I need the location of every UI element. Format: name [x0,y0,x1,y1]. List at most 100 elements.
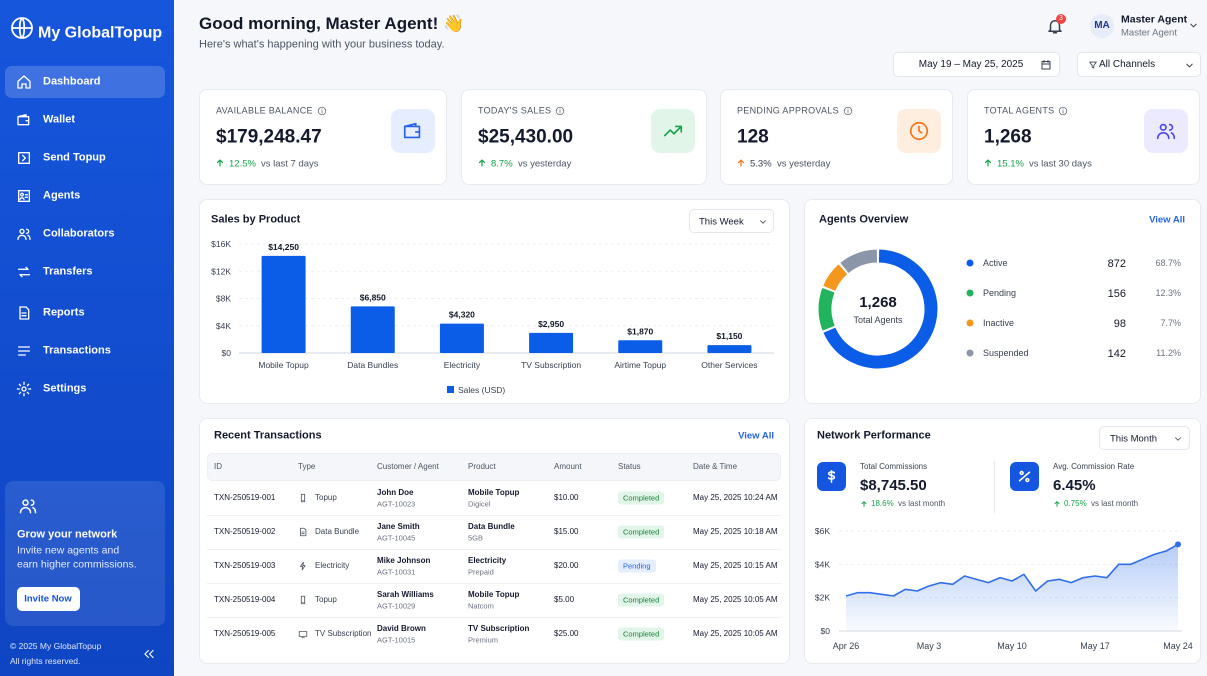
nav-item[interactable]: Agents [43,189,81,202]
nav-item[interactable]: Dashboard [43,75,101,88]
invite-button[interactable]: Invite Now [17,587,80,611]
kpi-label: TOTAL AGENTS [984,105,1055,116]
table-title: Recent Transactions [214,429,322,442]
metric-divider [994,461,995,513]
nav-item[interactable]: Transfers [43,265,93,278]
product-name: TV Subscription [468,624,530,634]
channel-chevron-path [1186,63,1193,68]
donut-segment [823,249,938,369]
metric-period: vs last month [1091,499,1139,509]
nav-icon-path [18,190,30,202]
x-tick-label: May 17 [1080,641,1110,651]
product-detail: Prepaid [468,567,494,577]
kpi-icon-path [910,121,928,141]
product-detail: Premium [468,635,499,645]
customer-name: Mike Johnson [377,556,431,566]
nav-icon [19,306,30,320]
column-header: Date & Time [693,462,738,472]
kpi-icon [403,122,421,139]
filter-text: This Month [1110,433,1157,445]
channel-select[interactable]: All Channels [1077,52,1201,77]
nav-icon-path [16,381,32,397]
metric-icon [827,470,836,483]
month-filter[interactable]: This Month [1099,426,1190,450]
legend-share: 11.2% [1156,348,1181,358]
info-icon [843,106,853,116]
info-icon-path [317,106,327,116]
kpi-icon [663,125,683,137]
view-all-link[interactable]: View All [738,430,774,442]
nav-item[interactable]: Collaborators [43,227,115,240]
date-range[interactable]: May 19 – May 25, 2025 [893,52,1060,77]
metric-change: 0.75% [1064,499,1087,509]
x-tick-label: Apr 26 [833,641,860,651]
product-detail: Natcom [468,601,494,611]
amount: $20.00 [554,561,579,571]
network-card: Network Performance This Month Total Commi… [804,418,1201,664]
kpi-change: 15.1% [997,158,1024,170]
nav-active-bg [5,66,165,98]
customer-name: Sarah Williams [377,590,434,600]
status-pill: Completed [618,627,665,641]
status-pill: Pending [618,559,656,573]
sidebar: My GlobalTopup Dashboard Wallet Send Topup A… [0,0,174,676]
txn-type: Topup [315,595,337,605]
nav-item[interactable]: Wallet [43,113,75,126]
kpi-label: PENDING APPROVALS [737,105,839,116]
kpi-value: 128 [737,126,769,148]
amount: $10.00 [554,493,579,503]
legend-name: Pending [983,288,1016,298]
product-detail: Digicel [468,499,491,509]
user-name: Master Agent [1121,13,1188,26]
nav-item[interactable]: Send Topup [43,151,106,164]
agent-id: AGT-10045 [377,533,416,543]
metric-change: 18.6% [871,499,894,509]
view-all-link[interactable]: View All [1149,214,1185,226]
nav-item[interactable]: Settings [43,382,87,395]
legend-value: 156 [1108,288,1126,300]
txn-date: May 25, 2025 10:15 AM [693,561,778,571]
x-tick-label: Mobile Topup [258,360,309,370]
greeting-subtitle: Here's what's happening with your busine… [199,38,445,51]
filter-chevron-path [760,220,766,224]
kpi-icon-path [1156,123,1176,140]
kpi-period: vs last 30 days [1029,158,1092,170]
txn-id: TXN-250519-001 [214,493,276,503]
chart-title: Agents Overview [819,213,909,226]
row-divider [207,617,781,618]
trend-arrow-path [216,159,224,167]
trend-arrow [737,159,745,167]
legend-share: 12.3% [1155,288,1181,298]
legend-value: 142 [1108,348,1126,360]
agent-id: AGT-10015 [377,635,416,645]
metric-icon [1018,470,1031,483]
txn-id: TXN-250519-003 [214,561,276,571]
area [846,544,1178,631]
channel-chevron [1186,63,1193,68]
calendar-icon-path [1041,60,1051,70]
kpi-card: TOTAL AGENTS 1,268 15.1% vs last 30 days [967,89,1200,185]
txn-id: TXN-250519-005 [214,629,276,639]
type-icon [300,595,306,605]
legend-dot [966,259,974,267]
user-chevron [1190,23,1197,28]
type-icon-path [300,561,306,571]
trend-arrow-path [737,159,745,167]
date-range-text: May 19 – May 25, 2025 [918,59,1024,70]
trend-arrow-path [478,159,486,167]
avatar: MA [1090,14,1114,38]
nav-item[interactable]: Reports [43,306,85,319]
y-tick-label: $0 [222,348,232,358]
txn-date: May 25, 2025 10:05 AM [693,629,778,639]
metric-label: Avg. Commission Rate [1053,462,1135,472]
week-filter[interactable]: This Week [689,209,774,233]
product-name: Mobile Topup [468,488,520,498]
metric-icon-box [1010,462,1039,491]
nav-item[interactable]: Transactions [43,344,111,357]
bar [439,323,484,353]
promo-title: Grow your network [17,528,118,541]
column-header: Amount [554,462,582,472]
x-tick-label: Other Services [701,360,757,370]
amount: $25.00 [554,629,579,639]
agent-id: AGT-10029 [377,601,416,611]
